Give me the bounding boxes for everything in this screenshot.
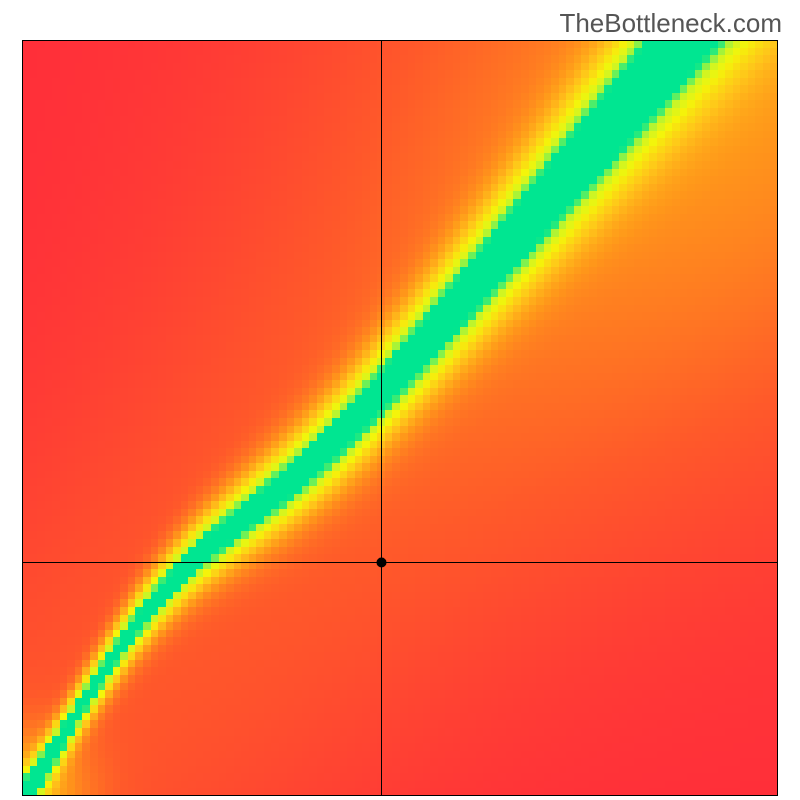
bottleneck-heatmap [22,40,778,796]
chart-container: TheBottleneck.com [0,0,800,800]
watermark-label: TheBottleneck.com [559,8,782,39]
